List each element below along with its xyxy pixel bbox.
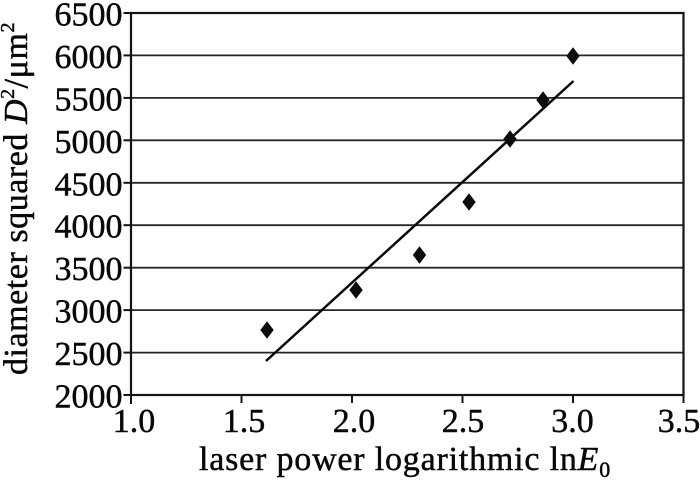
svg-text:3.5: 3.5 — [658, 403, 700, 440]
svg-text:3.0: 3.0 — [551, 403, 594, 440]
svg-text:2.0: 2.0 — [333, 403, 376, 440]
svg-text:2.5: 2.5 — [442, 403, 485, 440]
svg-text:4500: 4500 — [55, 166, 123, 203]
svg-text:6000: 6000 — [55, 39, 123, 76]
svg-text:1.5: 1.5 — [223, 403, 266, 440]
svg-text:5000: 5000 — [55, 124, 123, 161]
svg-text:1.0: 1.0 — [113, 403, 156, 440]
svg-text:6500: 6500 — [55, 0, 123, 34]
svg-text:diameter squared D2/μm2: diameter squared D2/μm2 — [0, 22, 35, 375]
svg-text:3500: 3500 — [55, 251, 123, 288]
svg-text:4000: 4000 — [55, 209, 123, 246]
svg-text:3000: 3000 — [55, 294, 123, 331]
svg-text:5500: 5500 — [55, 81, 123, 118]
svg-text:2000: 2000 — [55, 379, 123, 416]
svg-text:2500: 2500 — [55, 336, 123, 373]
svg-text:laser power logarithmic lnE0: laser power logarithmic lnE0 — [199, 441, 611, 480]
